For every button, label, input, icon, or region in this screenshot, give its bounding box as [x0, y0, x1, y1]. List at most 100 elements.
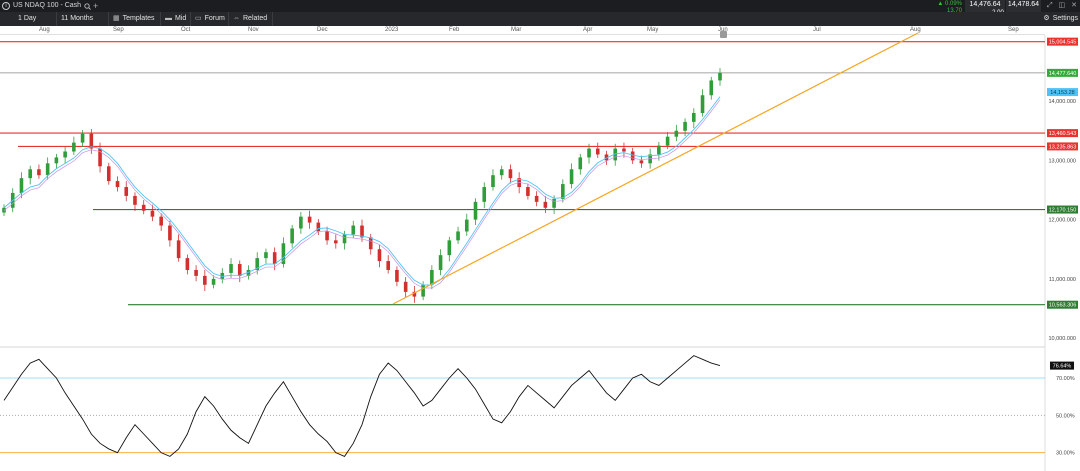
timeframe-dropdown[interactable]: 1 Day [14, 12, 57, 26]
candle-body [194, 269, 198, 276]
month-label: Feb [449, 27, 460, 33]
rsi-current-tag: 76.64% [1050, 361, 1074, 370]
candle-body [491, 175, 495, 188]
price-level-tag: 10,563.306 [1047, 300, 1078, 309]
candle-body [246, 269, 251, 276]
price-tick-label: 10,000.000 [1048, 336, 1076, 342]
ask-price: 14,478.64 [1007, 1, 1040, 8]
candle-body [718, 72, 722, 81]
candle-body [456, 231, 460, 241]
candle-body [482, 187, 487, 202]
candle-body [255, 258, 260, 270]
rsi-line [3, 355, 721, 457]
info-icon[interactable]: i [2, 2, 10, 10]
month-label: Nov [248, 27, 259, 33]
tag-text: 14,477.640 [1049, 71, 1077, 77]
mid-button[interactable]: ▬ Mid [161, 12, 191, 26]
candle-body [622, 148, 626, 152]
price-level-tag: 13,460.543 [1047, 129, 1078, 138]
rsi-tick-label: 50.00% [1056, 413, 1075, 419]
window-controls: ⤢ ◫ ✕ [1044, 0, 1080, 12]
tag-text: 12,170.150 [1049, 208, 1077, 214]
candle-body [37, 169, 41, 176]
month-label: Mar [511, 27, 522, 33]
candle-body [674, 130, 679, 137]
tag-background [1047, 68, 1078, 77]
rsi-tick-label: 70.00% [1056, 376, 1075, 382]
lock-icon[interactable] [720, 31, 727, 38]
candle-body [604, 154, 609, 161]
range-dropdown[interactable]: 11 Months [57, 12, 109, 26]
price-level-tag: 14,153.28 [1047, 88, 1078, 97]
candle-body [683, 121, 687, 131]
forum-label: Forum [204, 15, 225, 22]
candle-body [80, 133, 85, 143]
tag-background [1047, 129, 1078, 138]
candle-body [587, 148, 591, 158]
related-icon: ⇔ [233, 15, 240, 22]
candle-body [534, 195, 539, 202]
candle-body [272, 252, 277, 265]
timeframe-label: 1 Day [18, 15, 37, 22]
candle-body [185, 258, 190, 270]
candle-body [264, 252, 268, 259]
forum-icon: ▭ [195, 15, 202, 22]
expand-icon[interactable]: ⤢ [1046, 2, 1053, 9]
candle-body [307, 216, 312, 223]
price-tick-label: 13,000.000 [1048, 158, 1076, 164]
moving-average-line [3, 96, 721, 286]
detach-icon[interactable]: ◫ [1058, 2, 1066, 9]
instrument-tab[interactable]: i US NDAQ 100 - Cash [2, 0, 92, 12]
settings-label: Settings [1052, 15, 1078, 22]
templates-button[interactable]: ▦ Templates [109, 12, 161, 26]
related-button[interactable]: ⇔ Related [229, 12, 273, 26]
candle-body [630, 151, 635, 161]
candle-body [595, 148, 600, 155]
price-level-tag: 14,477.640 [1047, 68, 1078, 77]
month-label: 2023 [385, 27, 399, 33]
candle-body [220, 272, 225, 279]
chart-toolbar: 1 Day 11 Months ▦ Templates ▬ Mid ▭ Foru… [0, 12, 1080, 26]
month-label: Jul [813, 27, 821, 33]
month-label: May [647, 27, 659, 33]
candle-body [386, 261, 390, 270]
bid-price: 14,476.64 [969, 1, 1001, 8]
candle-body [657, 145, 661, 155]
candle-body [569, 169, 574, 185]
price-level-tag: 12,170.150 [1047, 205, 1078, 214]
candle-body [412, 291, 417, 297]
trendline [392, 32, 919, 305]
forum-button[interactable]: ▭ Forum [191, 12, 229, 26]
candle-body [395, 269, 399, 282]
candle-body [168, 225, 172, 241]
change-percent: ▲ 0.09% [937, 1, 962, 7]
settings-button[interactable]: ⚙ Settings [1043, 12, 1078, 26]
month-label: Dec [317, 27, 328, 33]
candle-body [316, 222, 321, 232]
tag-background [1047, 142, 1078, 151]
candle-body [464, 219, 469, 232]
candle-body [360, 225, 364, 238]
search-icon[interactable] [84, 2, 92, 10]
price-tick-label: 11,000.000 [1049, 277, 1076, 283]
plus-icon[interactable]: + [93, 1, 99, 11]
candle-body [342, 234, 347, 244]
candle-body [159, 216, 163, 226]
month-label: Aug [910, 27, 921, 33]
candle-body [203, 275, 207, 285]
month-label: Sep [113, 27, 124, 33]
candle-body [692, 113, 696, 122]
candle-body [211, 278, 216, 285]
title-bar: i US NDAQ 100 - Cash + [0, 0, 1080, 12]
candle-body [299, 216, 303, 229]
candle-body [351, 225, 356, 235]
tag-background [1047, 37, 1078, 46]
range-label: 11 Months [61, 15, 94, 22]
moving-average-line-2 [3, 99, 721, 289]
close-icon[interactable]: ✕ [1071, 2, 1077, 9]
candle-body [281, 243, 286, 265]
candle-body [508, 169, 513, 179]
candle-body [578, 157, 583, 170]
